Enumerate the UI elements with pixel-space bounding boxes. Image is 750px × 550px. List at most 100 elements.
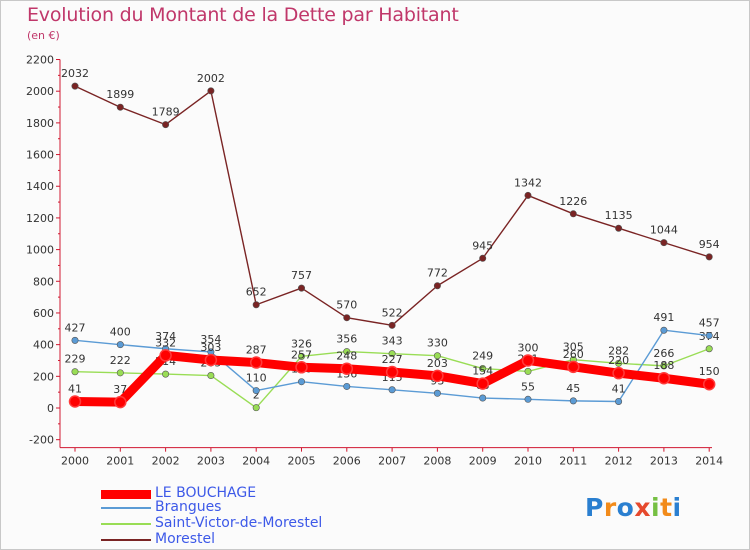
- data-point: [433, 389, 441, 397]
- x-tick-label: 2010: [514, 455, 542, 468]
- data-point: [615, 224, 623, 232]
- x-tick-label: 2011: [559, 455, 587, 468]
- data-point: [660, 326, 668, 334]
- chart-title: Evolution du Montant de la Dette par Hab…: [27, 4, 459, 26]
- data-label: 287: [246, 344, 267, 357]
- logo-letter: t: [660, 493, 673, 522]
- data-point: [343, 348, 351, 356]
- data-point: [388, 350, 396, 358]
- data-label: 2: [253, 389, 260, 402]
- data-point: [524, 191, 532, 199]
- data-point: [343, 382, 351, 390]
- legend-item-le-bouchage: LE BOUCHAGE: [101, 485, 361, 501]
- data-label: 37: [113, 383, 127, 396]
- x-tick-label: 2012: [605, 455, 633, 468]
- legend-item-morestel: Morestel: [101, 531, 361, 547]
- y-tick-label: 2200: [26, 54, 54, 67]
- data-label: 1226: [559, 195, 587, 208]
- legend-item-saint-victor-de-morestel: Saint-Victor-de-Morestel: [101, 515, 361, 531]
- data-label: 772: [427, 267, 448, 280]
- data-label: 343: [382, 335, 403, 348]
- data-label: 305: [563, 341, 584, 354]
- y-tick-label: 2000: [26, 85, 54, 98]
- data-point: [385, 365, 399, 379]
- data-label: 457: [699, 317, 720, 330]
- x-tick-label: 2002: [152, 455, 180, 468]
- data-label: 41: [612, 383, 626, 396]
- data-point: [660, 239, 668, 247]
- data-label: 260: [563, 348, 584, 361]
- data-label: 570: [336, 299, 357, 312]
- legend-swatch: [101, 490, 151, 499]
- y-tick-label: 1800: [26, 117, 54, 130]
- data-point: [476, 377, 489, 390]
- data-label: 757: [291, 269, 312, 282]
- x-tick-label: 2005: [288, 455, 316, 468]
- data-label: 1135: [605, 209, 633, 222]
- x-tick-label: 2006: [333, 455, 361, 468]
- legend-swatch: [101, 539, 151, 541]
- data-point: [521, 354, 535, 367]
- data-label: 41: [68, 383, 82, 396]
- data-point: [612, 366, 625, 380]
- data-point: [252, 301, 260, 309]
- data-label: 1899: [106, 88, 134, 101]
- data-point: [567, 360, 580, 374]
- data-point: [71, 368, 79, 376]
- x-tick-label: 2007: [378, 455, 406, 468]
- data-point: [702, 377, 716, 391]
- data-label: 427: [65, 321, 86, 334]
- data-point: [340, 362, 354, 375]
- data-label: 282: [608, 344, 629, 357]
- chart-subtitle: (en €): [27, 29, 60, 42]
- x-tick-label: 2013: [650, 455, 678, 468]
- data-label: 522: [382, 306, 403, 319]
- data-point: [388, 386, 396, 394]
- legend-label: LE BOUCHAGE: [155, 485, 257, 501]
- data-label: 227: [382, 353, 403, 366]
- data-point: [343, 314, 351, 322]
- data-point: [159, 349, 172, 362]
- legend-swatch: [101, 523, 151, 525]
- logo-letter: x: [634, 493, 651, 522]
- data-point: [524, 367, 532, 375]
- legend-label: Brangues: [155, 499, 222, 515]
- data-point: [388, 321, 396, 329]
- data-point: [431, 369, 444, 383]
- logo-letter: i: [672, 493, 682, 522]
- data-label: 257: [291, 348, 312, 361]
- data-point: [479, 254, 487, 262]
- data-label: 188: [653, 359, 674, 372]
- data-label: 332: [155, 336, 176, 349]
- data-label: 300: [518, 341, 539, 354]
- x-tick-label: 2009: [469, 455, 497, 468]
- data-point: [207, 87, 215, 95]
- y-tick-label: 1200: [26, 212, 54, 225]
- data-point: [249, 356, 263, 369]
- data-point: [68, 395, 82, 408]
- y-tick-label: 800: [33, 275, 54, 288]
- data-point: [705, 345, 713, 353]
- y-tick-label: 600: [33, 307, 54, 320]
- data-label: 326: [291, 337, 312, 350]
- data-point: [569, 397, 577, 405]
- data-label: 55: [521, 380, 535, 393]
- data-label: 1044: [650, 224, 678, 237]
- data-point: [479, 365, 487, 373]
- y-tick-label: 200: [33, 370, 54, 383]
- data-label: 150: [699, 365, 720, 378]
- data-point: [479, 394, 487, 402]
- data-point: [116, 341, 124, 349]
- data-label: 1342: [514, 176, 542, 189]
- data-label: 248: [336, 350, 357, 363]
- data-label: 203: [427, 357, 448, 370]
- data-point: [705, 332, 713, 340]
- data-label: 354: [200, 333, 221, 346]
- data-point: [660, 362, 668, 370]
- data-label: 2032: [61, 67, 89, 80]
- data-point: [569, 210, 577, 218]
- legend-item-brangues: Brangues: [101, 499, 361, 515]
- data-point: [615, 359, 623, 367]
- y-tick-label: -200: [29, 434, 54, 447]
